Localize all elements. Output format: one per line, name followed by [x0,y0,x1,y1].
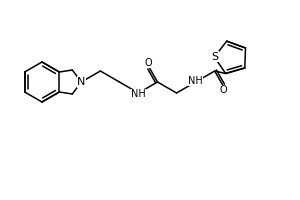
Text: NH: NH [188,76,203,86]
Text: O: O [145,58,152,68]
Text: S: S [211,52,218,62]
Text: N: N [77,77,86,87]
Text: NH: NH [131,89,146,99]
Text: O: O [220,85,227,95]
